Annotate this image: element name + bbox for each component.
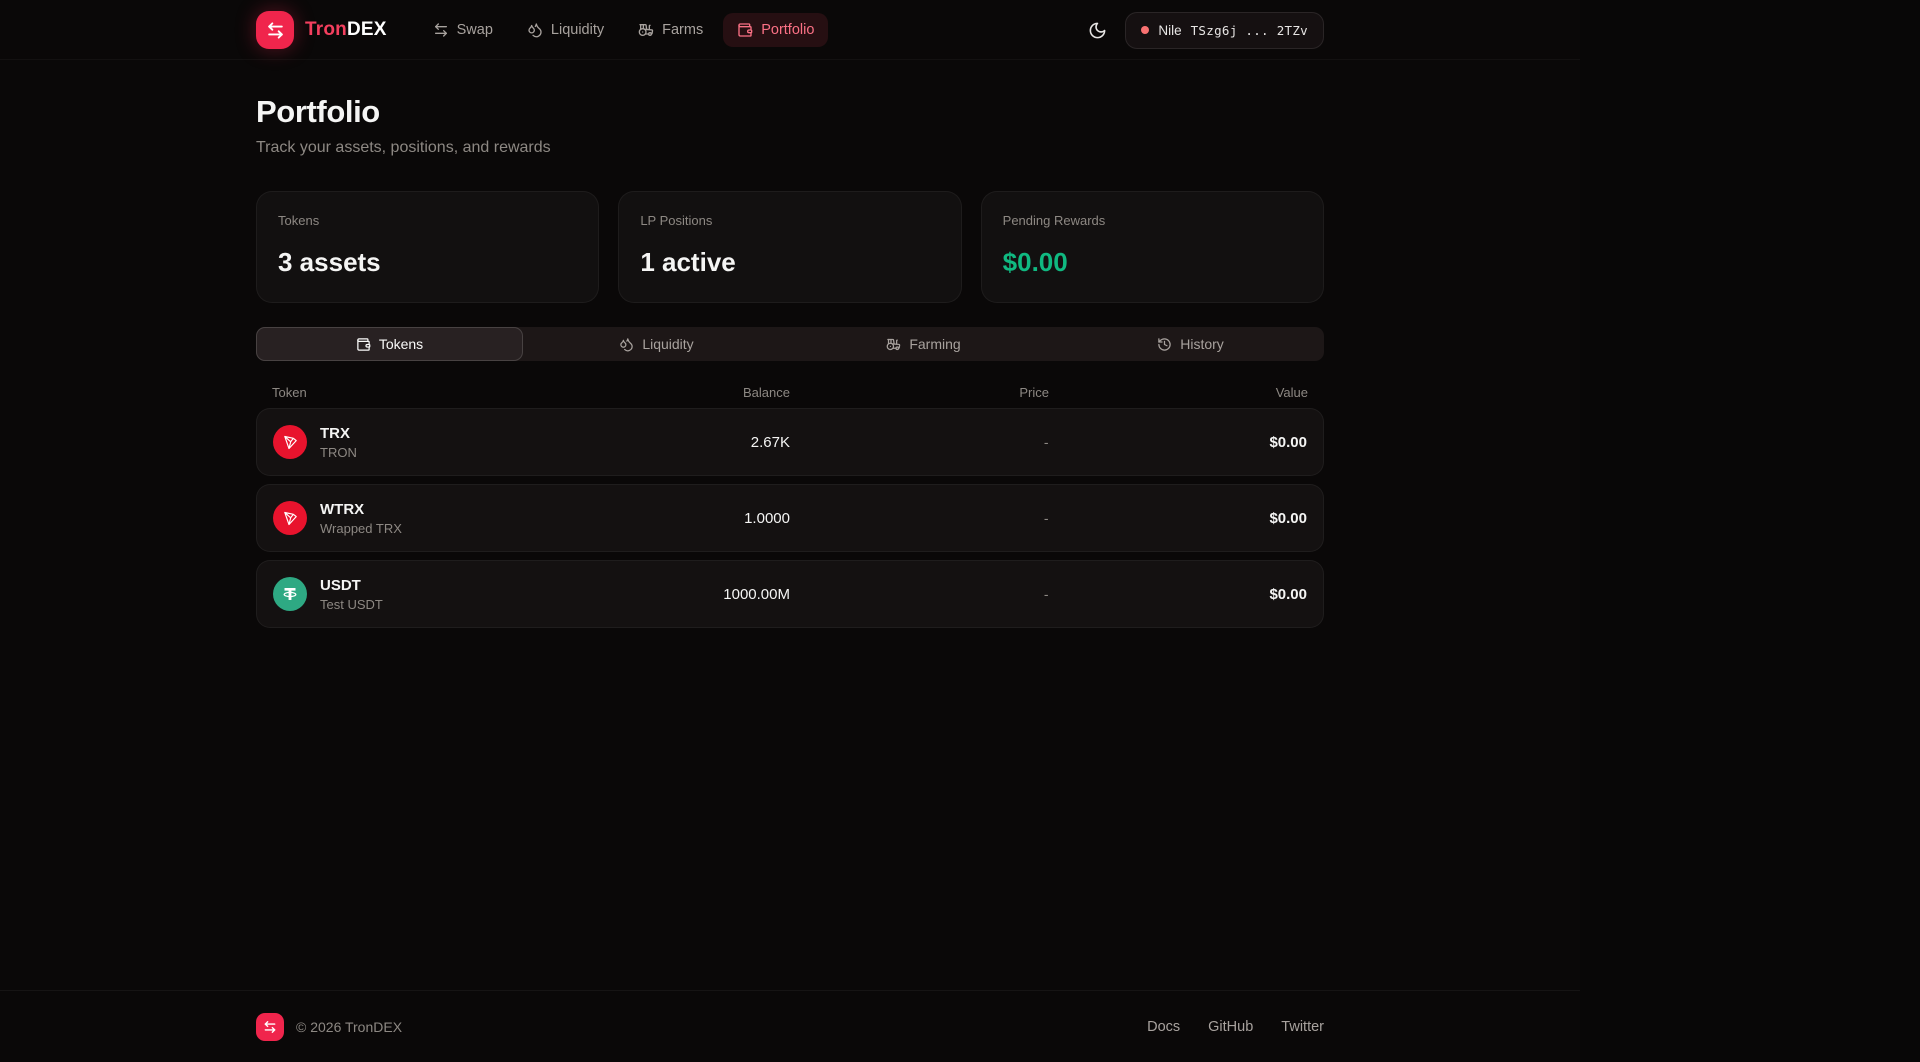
swap-arrows-icon	[263, 1020, 277, 1034]
stat-label: Pending Rewards	[1002, 213, 1106, 228]
table-row-wtrx[interactable]: WTRX Wrapped TRX 1.0000 - $0.00	[256, 484, 1324, 552]
trx-token-icon	[273, 425, 307, 459]
tractor-icon	[886, 337, 901, 352]
brand-name-secondary: DEX	[346, 19, 387, 40]
nav-item-label: Farms	[662, 22, 704, 38]
wallet-button[interactable]: Nile TSzg6j ... 2TZv	[1125, 11, 1324, 49]
tab-liquidity[interactable]: Liquidity	[523, 327, 790, 361]
page-title: Portfolio	[256, 94, 380, 129]
stat-label: Tokens	[278, 213, 320, 228]
tab-farming[interactable]: Farming	[790, 327, 1057, 361]
footer-copyright: © 2026 TronDEX	[296, 1019, 403, 1035]
header-actions: Nile TSzg6j ... 2TZv	[1088, 11, 1324, 49]
droplets-icon	[619, 337, 634, 352]
tab-label: Farming	[909, 336, 961, 352]
droplets-icon	[527, 22, 543, 38]
footer-link-github[interactable]: GitHub	[1208, 1019, 1254, 1035]
token-balance: 1000.00M	[723, 585, 790, 603]
stat-value: 3 assets	[278, 247, 381, 277]
footer-link-docs[interactable]: Docs	[1147, 1019, 1181, 1035]
top-navbar: TronDEX Swap Liquidity	[0, 0, 1580, 60]
stat-card-lp-positions: LP Positions 1 active	[618, 191, 962, 303]
swap-arrows-icon	[433, 22, 449, 38]
nav-item-label: Swap	[456, 22, 493, 38]
page-subtitle: Track your assets, positions, and reward…	[256, 139, 551, 156]
token-value: $0.00	[1269, 585, 1307, 603]
tab-label: Liquidity	[642, 336, 694, 352]
token-symbol: USDT	[320, 576, 361, 594]
stats-cards: Tokens 3 assets LP Positions 1 active Pe…	[256, 191, 1324, 303]
token-symbol: TRX	[320, 424, 350, 442]
tab-label: Tokens	[378, 336, 424, 352]
brand-logo[interactable]	[256, 11, 294, 49]
wallet-status-dot	[1141, 26, 1150, 34]
wallet-network: Nile	[1158, 22, 1182, 38]
wallet-icon	[737, 22, 753, 38]
token-balance: 2.67K	[750, 433, 790, 451]
token-price: -	[1043, 510, 1049, 526]
token-price: -	[1043, 434, 1049, 450]
column-header-value: Value	[1275, 385, 1308, 400]
stat-card-pending-rewards: Pending Rewards $0.00	[980, 191, 1324, 303]
tab-label: History	[1180, 336, 1224, 352]
token-name: TRON	[320, 444, 357, 460]
footer-links: Docs GitHub Twitter	[1147, 1019, 1324, 1035]
moon-icon	[1088, 21, 1107, 40]
portfolio-page: Portfolio Track your assets, positions, …	[0, 60, 1580, 990]
column-header-token: Token	[272, 385, 307, 400]
brand-name[interactable]: TronDEX	[305, 19, 387, 41]
stat-label: LP Positions	[640, 213, 713, 228]
tractor-icon	[638, 22, 654, 38]
history-icon	[1157, 337, 1172, 352]
footer-brand-logo	[256, 1013, 284, 1041]
wallet-icon	[356, 337, 371, 352]
nav-item-swap[interactable]: Swap	[419, 13, 507, 47]
tab-history[interactable]: History	[1057, 327, 1324, 361]
wallet-address: TSzg6j ... 2TZv	[1190, 22, 1308, 38]
nav-item-farms[interactable]: Farms	[624, 13, 717, 47]
nav-item-label: Portfolio	[761, 22, 815, 38]
nav-item-portfolio[interactable]: Portfolio	[723, 13, 829, 47]
token-name: Test USDT	[320, 596, 383, 612]
stat-value: $0.00	[1002, 247, 1068, 277]
brand-name-primary: Tron	[305, 19, 347, 40]
table-row-usdt[interactable]: USDT Test USDT 1000.00M - $0.00	[256, 560, 1324, 628]
app-root: TronDEX Swap Liquidity	[0, 0, 1580, 1062]
token-value: $0.00	[1269, 433, 1307, 451]
swap-arrows-icon	[266, 21, 285, 40]
portfolio-tabs: Tokens Liquidity Farming	[256, 327, 1324, 361]
column-header-price: Price	[1019, 385, 1049, 400]
tab-tokens[interactable]: Tokens	[256, 327, 523, 361]
stat-card-tokens: Tokens 3 assets	[256, 191, 600, 303]
footer-link-twitter[interactable]: Twitter	[1281, 1019, 1324, 1035]
token-value: $0.00	[1269, 509, 1307, 527]
page-footer: © 2026 TronDEX Docs GitHub Twitter	[0, 990, 1580, 1062]
token-symbol: WTRX	[320, 500, 365, 518]
token-table-header: Token Balance Price Value	[256, 385, 1324, 400]
usdt-token-icon	[273, 577, 307, 611]
table-row-trx[interactable]: TRX TRON 2.67K - $0.00	[256, 408, 1324, 476]
wtrx-token-icon	[273, 501, 307, 535]
theme-toggle-button[interactable]	[1088, 21, 1107, 40]
token-price: -	[1043, 586, 1049, 602]
token-balance: 1.0000	[744, 509, 790, 527]
nav-item-liquidity[interactable]: Liquidity	[513, 13, 618, 47]
main-nav: Swap Liquidity Farms	[419, 13, 829, 47]
token-name: Wrapped TRX	[320, 520, 402, 536]
stat-value: 1 active	[640, 247, 736, 277]
column-header-balance: Balance	[743, 385, 790, 400]
nav-item-label: Liquidity	[550, 22, 605, 38]
